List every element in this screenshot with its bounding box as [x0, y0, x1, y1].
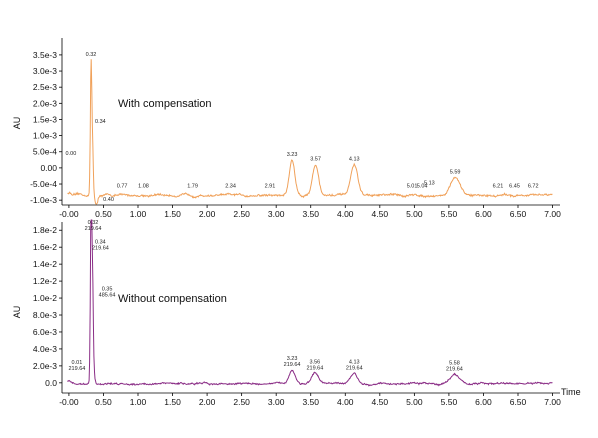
signal-trace	[67, 59, 553, 205]
y-tick-label: 1.8e-2	[33, 225, 57, 235]
panel-caption: Without compensation	[118, 293, 227, 305]
minor-peak-label: 6.72	[528, 183, 539, 189]
y-tick-label: 1.2e-2	[33, 276, 57, 286]
minor-peak-label: 5.04	[417, 183, 428, 189]
peak-label: 0.32	[88, 220, 99, 226]
x-tick-label: 6.50	[510, 209, 527, 219]
y-tick-label: 0.00	[40, 163, 57, 173]
peak-label: 3.23	[287, 356, 298, 362]
y-tick-label: 5.0e-4	[33, 147, 57, 157]
x-tick-label: 4.50	[372, 209, 389, 219]
x-tick-label: 5.50	[441, 397, 458, 407]
x-tick-label: 5.00	[406, 397, 423, 407]
x-tick-label: 2.00	[199, 209, 216, 219]
x-tick-label: 6.00	[475, 209, 492, 219]
x-tick-label: 1.50	[164, 209, 181, 219]
y-tick-label: 1.5e-3	[33, 114, 57, 124]
y-tick-label: 2.5e-3	[33, 82, 57, 92]
minor-peak-label: 0.77	[117, 183, 128, 189]
x-tick-label: 1.00	[130, 397, 147, 407]
x-tick-label: 0.50	[95, 397, 112, 407]
panel-caption: With compensation	[118, 98, 212, 110]
minor-peak-label: 1.08	[138, 183, 149, 189]
y-tick-label: -5.0e-4	[30, 179, 57, 189]
minor-peak-label: 2.91	[265, 183, 276, 189]
x-tick-label: 4.00	[337, 397, 354, 407]
x-tick-label: 2.00	[199, 397, 216, 407]
peak-wavelength-label: 219.64	[92, 246, 109, 252]
x-tick-label: 3.50	[302, 209, 319, 219]
y-tick-label: 2.0e-3	[33, 361, 57, 371]
x-tick-label: -0.00	[59, 397, 79, 407]
y-tick-label: 1.4e-2	[33, 259, 57, 269]
y-tick-label: 0.0	[45, 378, 57, 388]
peak-wavelength-label: 219.64	[306, 366, 323, 372]
y-tick-label: 8.0e-3	[33, 310, 57, 320]
x-tick-label: 7.00	[544, 397, 561, 407]
x-tick-label: 3.00	[268, 397, 285, 407]
peak-label: 0.34	[95, 119, 106, 125]
minor-peak-label: 6.45	[509, 183, 520, 189]
minor-peak-wavelength-label: 219.64	[68, 366, 85, 372]
x-tick-label: 2.50	[233, 397, 250, 407]
x-tick-label: 6.50	[510, 397, 527, 407]
chart-panel-without-compensation: -0.00 0.50 1.00 1.50 2.00 2.50 3.00 3.50 4.00 4.5…	[12, 219, 581, 407]
y-axis-label: AU	[12, 306, 22, 319]
peak-wavelength-label: 219.64	[446, 366, 463, 372]
minor-peak-label: 5.01	[407, 183, 418, 189]
x-tick-label: 3.50	[302, 397, 319, 407]
peak-label: 0.32	[86, 52, 97, 58]
y-tick-label: 6.0e-3	[33, 327, 57, 337]
peak-label: 3.56	[310, 360, 321, 366]
y-tick-label: 4.0e-3	[33, 344, 57, 354]
y-tick-label: 1.0e-3	[33, 131, 57, 141]
minor-peak-label: 0.00	[66, 151, 77, 157]
x-tick-label: 7.00	[544, 209, 561, 219]
x-tick-label: 5.00	[406, 209, 423, 219]
peak-label: 4.13	[349, 360, 360, 366]
x-tick-label: 1.00	[130, 209, 147, 219]
x-tick-label: 0.50	[95, 209, 112, 219]
x-axis-label: Time	[561, 387, 581, 397]
y-tick-label: 3.0e-3	[33, 66, 57, 76]
peak-label: 0.35	[102, 286, 113, 292]
peak-label: 4.13	[349, 157, 360, 163]
peak-label: 0.34	[95, 240, 106, 246]
peak-label: 5.58	[449, 360, 460, 366]
x-tick-label: 2.50	[233, 209, 250, 219]
x-tick-label: 3.00	[268, 209, 285, 219]
y-tick-label: -1.0e-3	[30, 195, 57, 205]
peak-label: 5.59	[450, 170, 461, 176]
peak-wavelength-label: 219.64	[85, 226, 102, 232]
minor-peak-label: 6.21	[493, 183, 504, 189]
y-tick-label: 1.6e-2	[33, 242, 57, 252]
x-tick-label: 4.00	[337, 209, 354, 219]
x-tick-label: 6.00	[475, 397, 492, 407]
minor-peak-label: 0.01	[72, 360, 83, 366]
y-axis-label: AU	[12, 117, 22, 130]
minor-peak-label: 5.13	[424, 180, 435, 186]
peak-label: 3.57	[310, 157, 321, 163]
minor-peak-label: 1.79	[187, 183, 198, 189]
peak-wavelength-label: 219.64	[284, 362, 301, 368]
signal-trace	[67, 219, 553, 387]
y-tick-label: 1.0e-2	[33, 293, 57, 303]
y-tick-label: 3.5e-3	[33, 50, 57, 60]
peak-wavelength-label: 219.64	[346, 366, 363, 372]
x-tick-label: 1.50	[164, 397, 181, 407]
x-tick-label: 4.50	[372, 397, 389, 407]
minor-peak-label: 2.34	[225, 183, 236, 189]
y-tick-label: 2.0e-3	[33, 98, 57, 108]
peak-label: 3.23	[287, 152, 298, 158]
x-tick-label: 5.50	[441, 209, 458, 219]
x-tick-label: -0.00	[59, 209, 79, 219]
peak-label: 0.40	[103, 197, 114, 203]
chart-panel-with-compensation: -0.00 0.50 1.00 1.50 2.00 2.50 3.00 3.50 4.00 4.5…	[12, 38, 561, 219]
peak-wavelength-label: 485.64	[99, 292, 116, 298]
